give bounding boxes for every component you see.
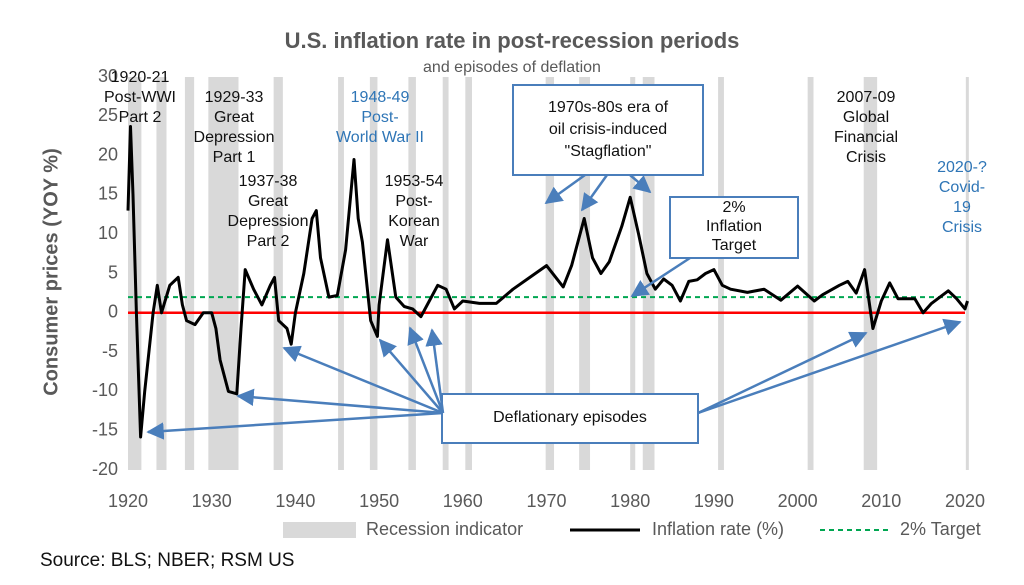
arrow: [378, 338, 444, 414]
callout-box: [669, 196, 799, 259]
annotation: Crisis: [942, 219, 982, 236]
annotation: 1929-33: [205, 89, 264, 106]
recession-band: [965, 77, 969, 470]
recession-band: [545, 77, 555, 470]
arrow: [425, 328, 445, 414]
annotation: Covid-: [939, 179, 985, 196]
x-tick-label: 1920: [108, 491, 148, 511]
annotation: Post-WWI: [104, 89, 176, 106]
annotation: Post-: [395, 193, 432, 210]
annotation: World War II: [336, 129, 424, 146]
annotation: 19: [953, 199, 971, 216]
annotation: Part 2: [247, 233, 290, 250]
arrow: [629, 174, 652, 194]
y-tick-label: 5: [108, 262, 118, 282]
y-tick-label: 10: [98, 223, 118, 243]
legend-label: 2% Target: [900, 519, 981, 539]
x-tick-label: 1960: [443, 491, 483, 511]
y-tick-label: 15: [98, 184, 118, 204]
x-tick-label: 1980: [610, 491, 650, 511]
recession-band: [579, 77, 591, 470]
recession-band: [208, 77, 239, 470]
annotation: Great: [214, 109, 255, 126]
y-tick-label: -15: [92, 419, 118, 439]
annotation: War: [400, 233, 429, 250]
callout-box: [512, 84, 704, 176]
annotation: Part 2: [119, 109, 162, 126]
arrows: [146, 173, 962, 440]
annotation: Post-: [361, 109, 398, 126]
arrow: [697, 318, 962, 415]
legend-label: Recession indicator: [366, 519, 523, 539]
callout-box: [441, 393, 699, 444]
arrow: [282, 345, 444, 415]
x-tick-label: 2020: [945, 491, 985, 511]
recession-band: [465, 77, 473, 470]
x-tick-label: 1970: [526, 491, 566, 511]
y-tick-label: -10: [92, 380, 118, 400]
legend-label: Inflation rate (%): [652, 519, 784, 539]
arrow: [236, 388, 444, 415]
arrow: [544, 173, 586, 205]
annotation: Depression: [228, 213, 309, 230]
annotation: 1948-49: [351, 89, 410, 106]
y-tick-label: 25: [98, 105, 118, 125]
recession-band: [369, 77, 378, 470]
x-tick-label: 1940: [275, 491, 315, 511]
recession-band: [718, 77, 724, 470]
source: Source: BLS; NBER; RSM US: [40, 550, 294, 571]
annotation: 2020-?: [937, 159, 987, 176]
x-tick-label: 1950: [359, 491, 399, 511]
recession-band: [442, 77, 449, 470]
recession-band: [273, 77, 283, 470]
annotation: 2007-09: [837, 89, 896, 106]
annotation: Great: [248, 193, 289, 210]
annotation: Part 1: [213, 149, 256, 166]
recession-band: [630, 77, 636, 470]
annotation: Global: [843, 109, 889, 126]
y-tick-label: 0: [108, 302, 118, 322]
chart-subtitle: and episodes of deflation: [423, 59, 601, 76]
annotation: 1920-21: [111, 69, 170, 86]
annotation: Depression: [194, 129, 275, 146]
y-tick-label: -20: [92, 459, 118, 479]
recession-band: [642, 77, 655, 470]
x-tick-label: 2000: [778, 491, 818, 511]
callout-text: oil crisis-induced: [549, 121, 667, 138]
callout-text: 1970s-80s era of: [548, 99, 669, 116]
x-tick-label: 1930: [192, 491, 232, 511]
x-tick-label: 2010: [861, 491, 901, 511]
callout-text: 2%: [722, 199, 745, 216]
recession-bands: [128, 77, 969, 470]
callout-text: Inflation: [706, 218, 762, 235]
y-axis-label: Consumer prices (YOY %): [40, 148, 62, 395]
annotation: Financial: [834, 129, 898, 146]
arrow: [407, 326, 445, 414]
y-tick-label: 20: [98, 144, 118, 164]
arrow: [630, 256, 691, 298]
inflation-line: [126, 125, 969, 439]
annotation: Crisis: [846, 149, 886, 166]
recession-band: [184, 77, 195, 470]
arrow: [146, 411, 444, 440]
x-tick-label: 1990: [694, 491, 734, 511]
chart-title: U.S. inflation rate in post-recession pe…: [285, 28, 740, 53]
recession-band: [863, 77, 878, 470]
arrow: [580, 174, 609, 212]
arrow: [697, 331, 868, 415]
legend-swatch: [283, 522, 356, 538]
recession-band: [807, 77, 814, 470]
y-tick-label: 30: [98, 66, 118, 86]
callout-text: Target: [712, 237, 757, 254]
annotation: 1937-38: [239, 173, 298, 190]
annotation: Korean: [388, 213, 440, 230]
callout-text: Deflationary episodes: [493, 409, 647, 426]
annotation: 1953-54: [385, 173, 444, 190]
recession-band: [408, 77, 416, 470]
callout-text: "Stagflation": [565, 143, 652, 160]
recession-band: [156, 77, 167, 470]
y-tick-label: -5: [102, 341, 118, 361]
